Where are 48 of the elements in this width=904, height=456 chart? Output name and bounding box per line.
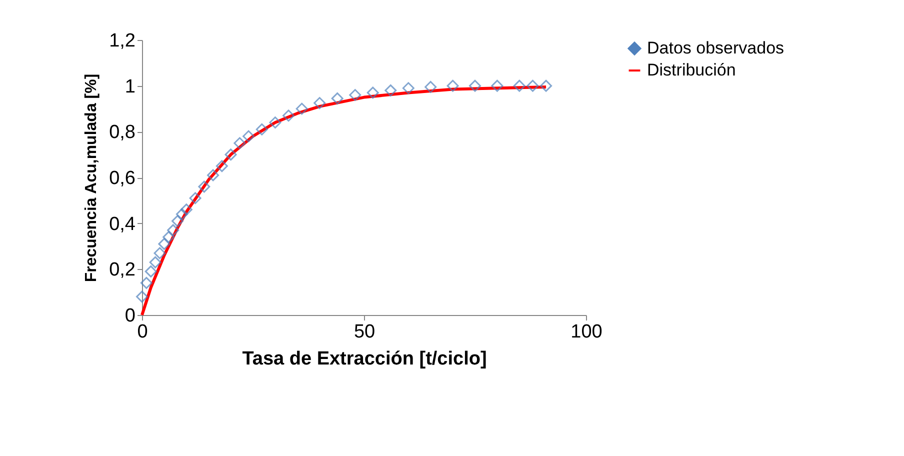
- y-tick-label: 0,6: [109, 168, 136, 189]
- point: [469, 80, 481, 92]
- point: [140, 276, 152, 289]
- point: [172, 215, 184, 228]
- point: [366, 86, 379, 99]
- point: [149, 256, 162, 268]
- point: [162, 231, 175, 244]
- point: [491, 80, 504, 92]
- point: [158, 238, 170, 250]
- point: [242, 130, 255, 142]
- point: [296, 102, 308, 115]
- y-tick-label: 0,4: [109, 214, 136, 235]
- point: [176, 208, 188, 220]
- point: [314, 97, 326, 110]
- point: [167, 224, 180, 236]
- point: [256, 123, 268, 136]
- point: [513, 80, 526, 92]
- point: [384, 84, 397, 96]
- x-tick-label: 100: [570, 322, 602, 342]
- y-tick-label: 0,2: [109, 260, 136, 281]
- point: [189, 192, 202, 204]
- point: [207, 169, 220, 182]
- legend-label: Datos observados: [647, 38, 784, 58]
- point: [216, 160, 228, 172]
- point: [540, 80, 552, 92]
- point: [154, 247, 166, 260]
- point: [180, 204, 192, 216]
- point: [424, 80, 437, 93]
- y-axis-title: Frecuencia Acu,mulada [%]: [83, 74, 100, 282]
- point: [269, 116, 282, 128]
- point: [224, 148, 237, 161]
- point: [198, 180, 210, 193]
- point: [144, 265, 157, 278]
- point: [402, 82, 414, 94]
- point: [234, 137, 246, 150]
- y-tick-label: 0,8: [109, 122, 136, 144]
- x-tick-label: 50: [354, 322, 376, 342]
- point: [136, 290, 148, 303]
- legend-label: Distribución: [647, 60, 736, 80]
- point: [526, 80, 539, 92]
- point: [282, 110, 295, 122]
- y-tick-label: 0: [124, 306, 136, 326]
- point: [349, 89, 362, 101]
- y-tick-label: 1: [124, 76, 136, 98]
- y-tick-label: 1,2: [109, 30, 136, 52]
- point: [331, 92, 344, 104]
- point: [446, 80, 459, 92]
- x-axis-title: Tasa de Extracción [t/ciclo]: [242, 348, 487, 370]
